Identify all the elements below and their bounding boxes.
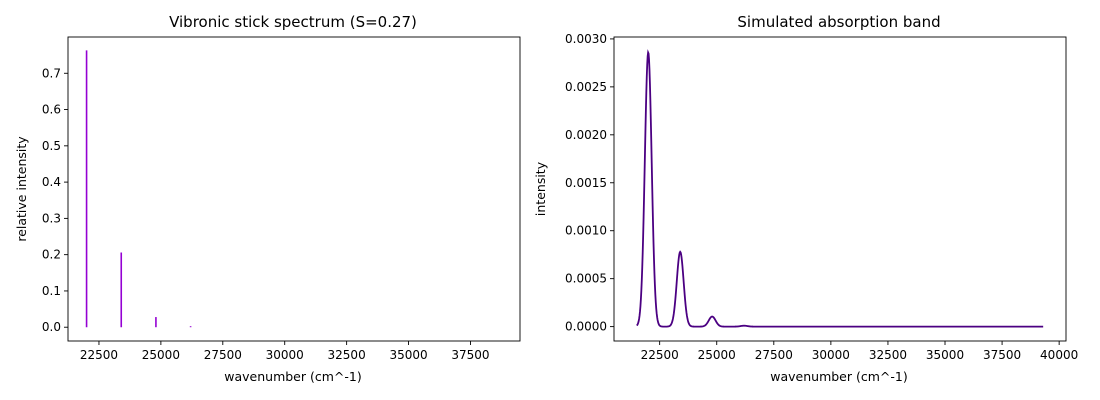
absorption-band-y-tick-label: 0.0020: [565, 128, 607, 142]
stick-spectrum-y-label: relative intensity: [14, 136, 29, 242]
stick-spectrum-y-tick-label: 0.6: [42, 103, 61, 117]
stick-spectrum-y-tick-label: 0.1: [42, 284, 61, 298]
absorption-band-y-label: intensity: [533, 161, 548, 216]
stick-spectrum-x-tick-label: 37500: [451, 348, 489, 362]
absorption-band-plot-area: [613, 36, 1067, 342]
stick-spectrum-x-label: wavenumber (cm^-1): [224, 369, 361, 384]
absorption-band-x-tick-label: 35000: [926, 348, 964, 362]
stick-spectrum-y-tick-label: 0.5: [42, 139, 61, 153]
absorption-band-x-tick-label: 27500: [755, 348, 793, 362]
stick-spectrum-x-tick-label: 25000: [142, 348, 180, 362]
absorption-band-x-ticks: 22500 25000 27500 30000 32500 35000 37500 40000: [641, 341, 1078, 362]
stick-spectrum-x-tick-label: 35000: [389, 348, 427, 362]
stick-spectrum-x-tick-label: 30000: [266, 348, 304, 362]
absorption-band-y-tick-label: 0.0005: [565, 272, 607, 286]
stick-spectrum-x-tick-label: 22500: [80, 348, 118, 362]
stick-spectrum-marks: [85, 50, 192, 328]
stick-spectrum-plot-area: [67, 36, 521, 342]
absorption-band-x-tick-label: 40000: [1040, 348, 1078, 362]
absorption-band-y-tick-label: 0.0000: [565, 320, 607, 334]
absorption-band-x-tick-label: 32500: [869, 348, 907, 362]
stick-spectrum-title: Vibronic stick spectrum (S=0.27): [169, 13, 417, 31]
stick-spectrum-y-tick-label: 0.3: [42, 211, 61, 225]
absorption-band-x-tick-label: 25000: [698, 348, 736, 362]
absorption-band-x-tick-label: 37500: [983, 348, 1021, 362]
stick-spectrum-y-tick-label: 0.4: [42, 175, 61, 189]
absorption-band-panel: Simulated absorption band 22500 25000 2750…: [533, 13, 1078, 384]
absorption-band-x-label: wavenumber (cm^-1): [770, 369, 907, 384]
absorption-band-y-tick-label: 0.0015: [565, 176, 607, 190]
absorption-band-line: [636, 49, 1044, 328]
absorption-band-x-tick-label: 30000: [812, 348, 850, 362]
absorption-band-x-tick-label: 22500: [641, 348, 679, 362]
stick-spectrum-x-ticks: 22500 25000 27500 30000 32500 35000 37500: [80, 341, 490, 362]
stick-spectrum-x-tick-label: 32500: [328, 348, 366, 362]
absorption-band-y-tick-label: 0.0030: [565, 32, 607, 46]
stick-spectrum-y-tick-label: 0.2: [42, 248, 61, 262]
stick-spectrum-y-ticks: 0.0 0.1 0.2 0.3 0.4 0.5 0.6 0.7: [42, 66, 68, 334]
absorption-band-y-tick-label: 0.0010: [565, 224, 607, 238]
stick-spectrum-panel: Vibronic stick spectrum (S=0.27) 22500 25…: [14, 13, 521, 384]
stick-spectrum-x-tick-label: 27500: [204, 348, 242, 362]
absorption-band-y-tick-label: 0.0025: [565, 80, 607, 94]
stick-spectrum-y-tick-label: 0.0: [42, 320, 61, 334]
absorption-band-marks: [636, 49, 1044, 328]
absorption-band-y-ticks: 0.0000 0.0005 0.0010 0.0015 0.0020 0.0025 0.00…: [565, 32, 614, 334]
absorption-band-title: Simulated absorption band: [737, 13, 940, 31]
stick-spectrum-y-tick-label: 0.7: [42, 66, 61, 80]
